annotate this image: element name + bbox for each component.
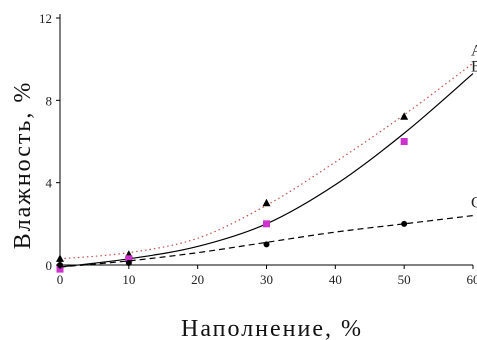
x-tick-label: 30 [260,272,273,287]
series-B-label: B [471,59,477,76]
series-A-point [56,254,64,262]
y-axis-title: Влажность, % [10,81,36,250]
y-tick-label: 8 [46,93,53,108]
series-C-point [264,241,270,247]
series-A-line [60,63,473,259]
series-A-point [263,199,271,207]
x-axis-ticks: 0 10 20 30 40 50 60 [57,265,477,287]
y-tick-label: 12 [39,11,52,26]
plot-area: AB C [56,14,477,273]
y-tick-label: 4 [46,176,53,191]
x-axis-title: Наполнение, % [181,316,363,340]
x-tick-label: 10 [122,272,135,287]
y-tick-label: 0 [46,258,53,273]
series-A-label: A [471,42,477,59]
x-tick-label: 40 [329,272,342,287]
series-C-label: C [471,195,477,212]
x-tick-label: 0 [57,272,64,287]
series-C-point [401,221,407,227]
x-tick-label: 50 [398,272,411,287]
x-tick-label: 20 [191,272,204,287]
series-B-line [60,74,473,267]
x-tick-label: 60 [467,272,477,287]
y-axis-ticks: 0 4 8 12 [39,11,60,273]
series-B-point [401,138,408,145]
series-B-point [263,220,270,227]
